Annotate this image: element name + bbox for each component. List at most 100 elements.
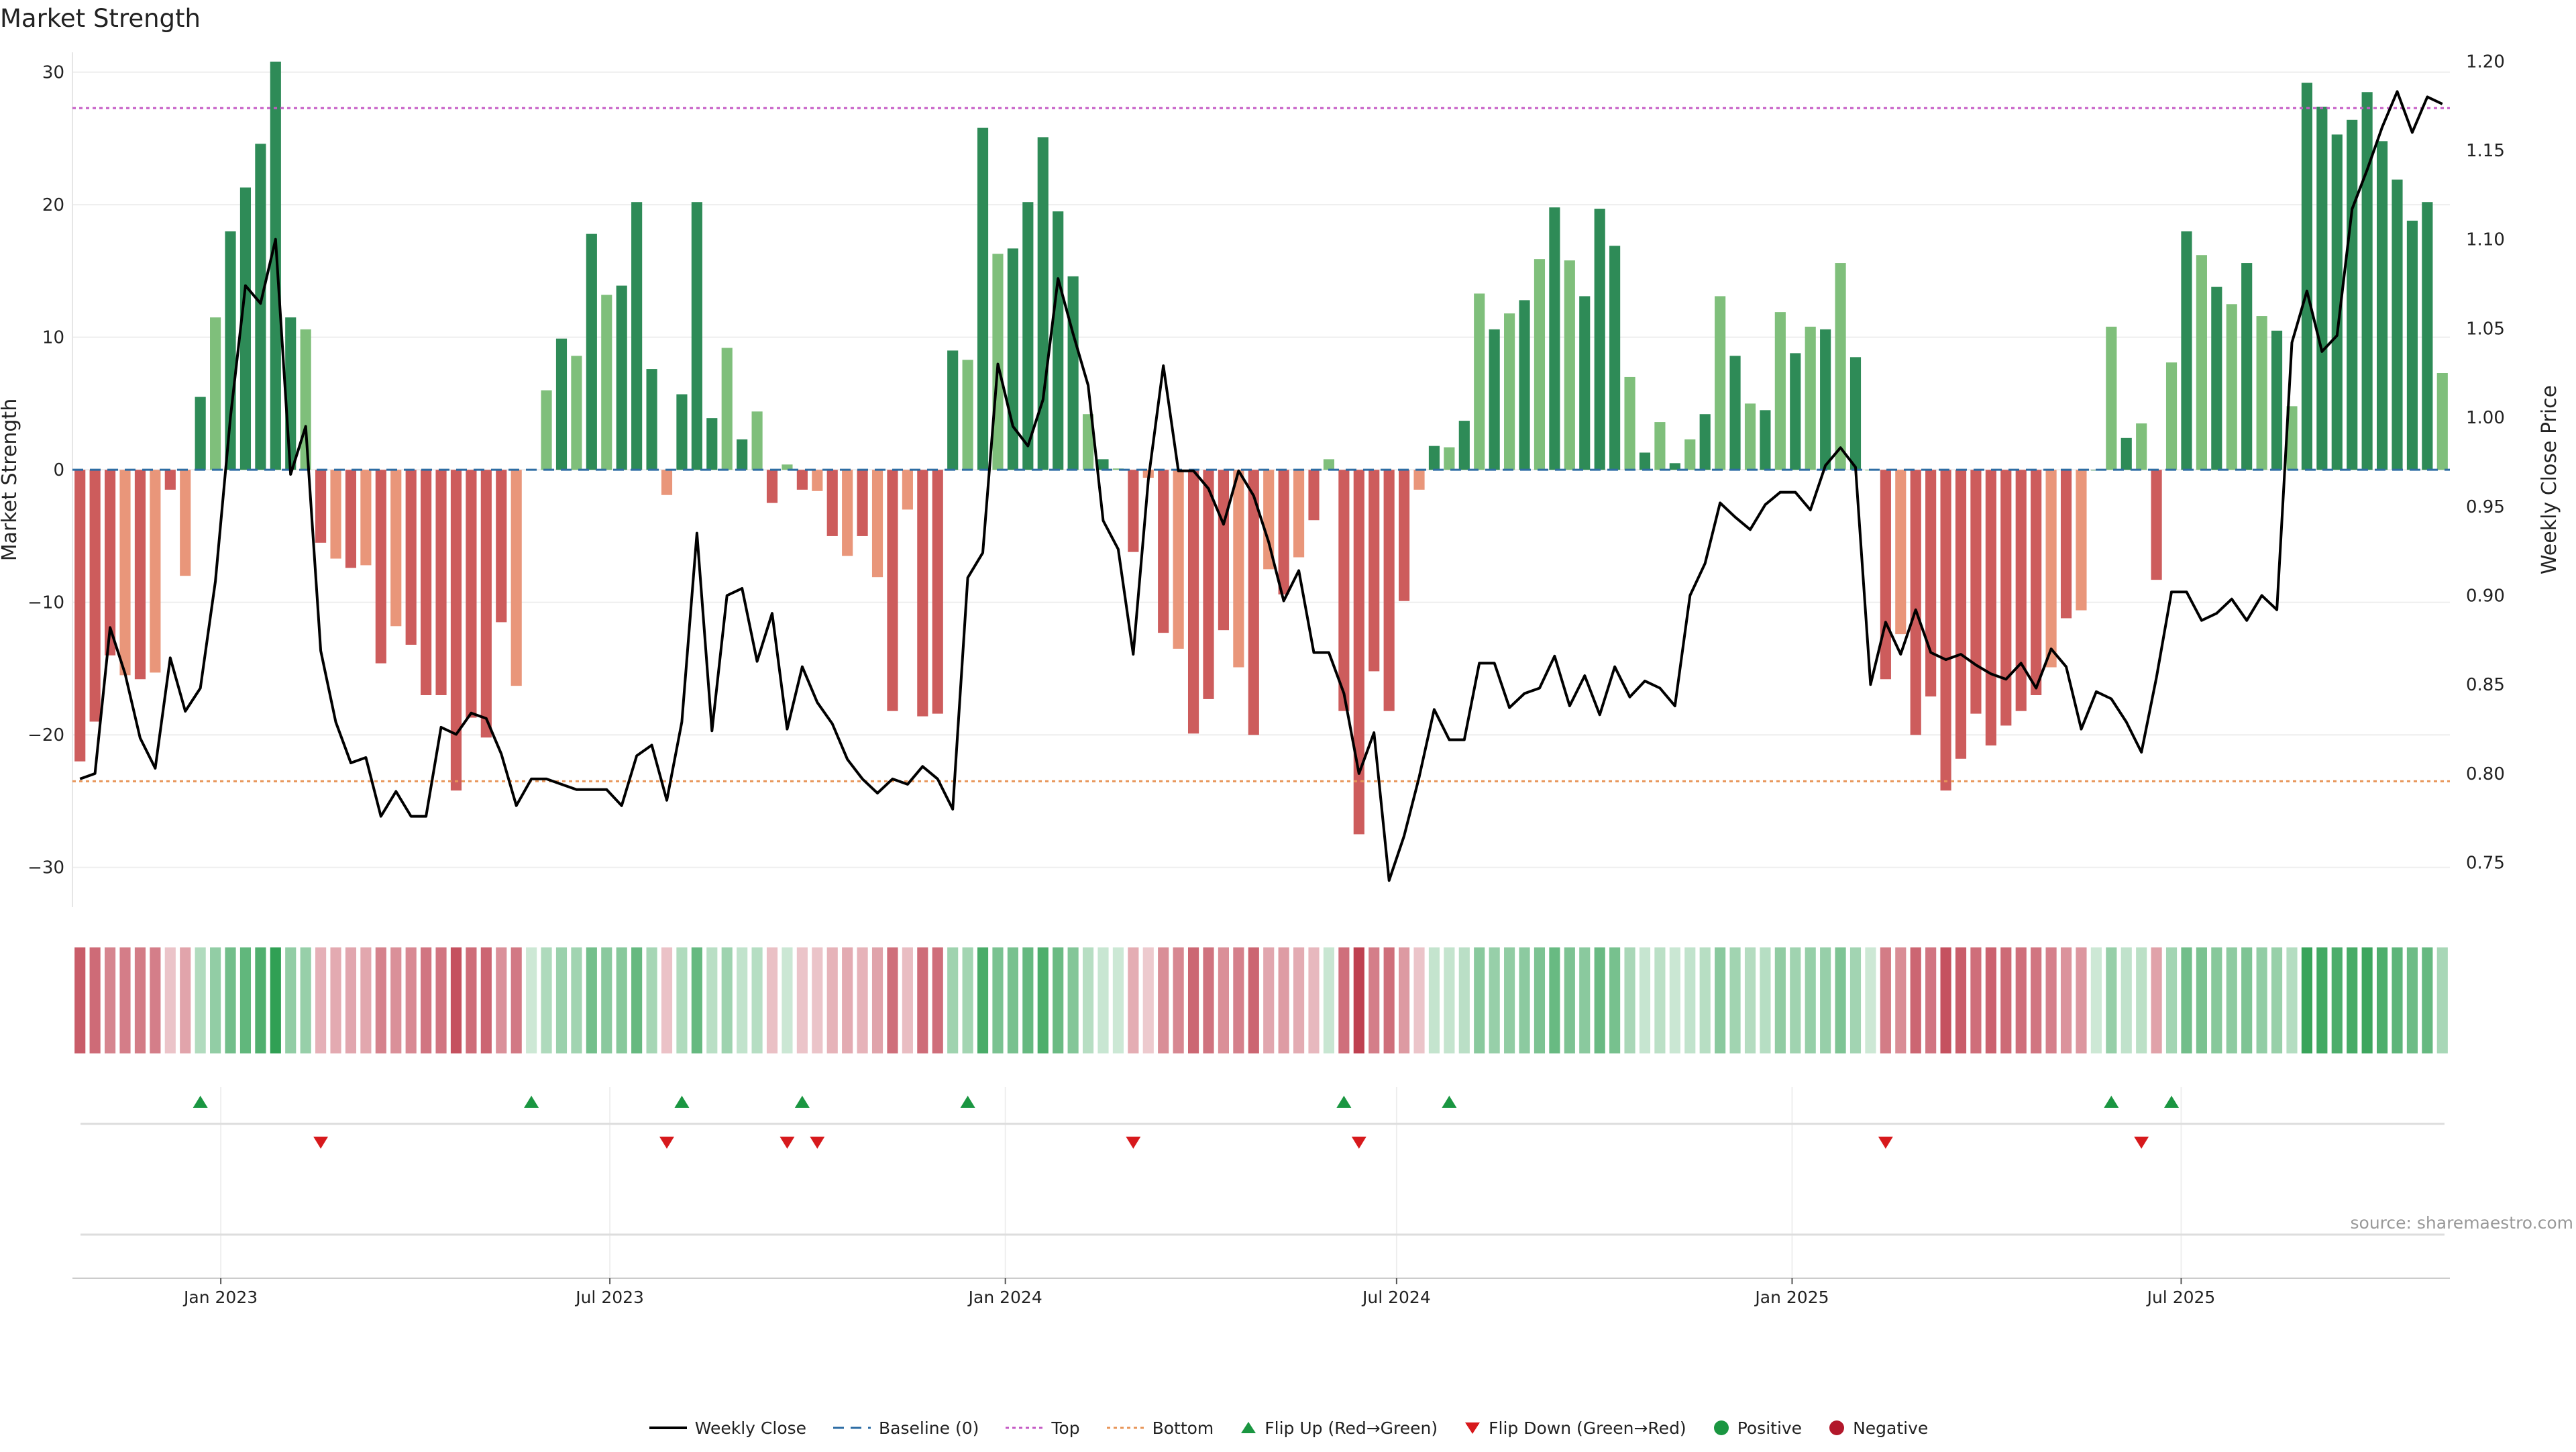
flip-up-marker: [1336, 1096, 1352, 1108]
legend-item: Flip Down (Green→Red): [1463, 1418, 1686, 1438]
strength-heat-cell: [2106, 947, 2117, 1053]
strength-bar: [1399, 470, 1410, 601]
strength-heat-cell: [1654, 947, 1666, 1053]
y-right-tick-label: 0.85: [2466, 675, 2505, 695]
strength-bar: [1067, 276, 1079, 470]
strength-bar: [2226, 304, 2237, 470]
strength-bar: [195, 397, 206, 470]
strength-bar: [691, 202, 702, 470]
strength-bar: [1624, 376, 1635, 470]
strength-bar: [721, 348, 733, 470]
strength-heat-cell: [2136, 947, 2147, 1053]
strength-bar: [1308, 470, 1320, 521]
strength-heat-cell: [1624, 947, 1635, 1053]
legend-swatch: [1241, 1422, 1256, 1433]
strength-heat-cell: [360, 947, 372, 1053]
strength-bar: [1053, 211, 1064, 470]
strength-heat-cell: [1760, 947, 1771, 1053]
strength-heat-cell: [1594, 947, 1605, 1053]
y-left-tick-label: 20: [42, 195, 64, 215]
strength-bar: [1820, 329, 1831, 470]
strength-bar: [345, 470, 357, 568]
strength-bar: [1263, 470, 1275, 570]
x-tick-label: Jul 2024: [1361, 1288, 1431, 1307]
strength-heat-cell: [405, 947, 417, 1053]
strength-heat-cell: [1007, 947, 1018, 1053]
y-right-tick-label: 1.05: [2466, 319, 2505, 339]
y-left-axis-title: Market Strength: [0, 399, 21, 561]
strength-bar: [1760, 410, 1771, 470]
strength-heat-cell: [1142, 947, 1154, 1053]
weekly-close-line: [79, 90, 2443, 882]
strength-bar: [1955, 470, 1967, 759]
strength-bar: [871, 470, 883, 578]
strength-bar: [1233, 470, 1244, 668]
strength-heat-cell: [1368, 947, 1380, 1053]
strength-bar: [1353, 470, 1364, 835]
strength-heat-cell: [1278, 947, 1289, 1053]
strength-heat-cell: [571, 947, 582, 1053]
legend-swatch: [1006, 1427, 1044, 1429]
y-left-tick-label: 10: [42, 328, 64, 348]
strength-bar: [977, 127, 989, 470]
strength-heat-cell: [1293, 947, 1305, 1053]
strength-heat-cell: [1233, 947, 1244, 1053]
strength-bar: [1489, 329, 1500, 470]
x-tick-label: Jan 2024: [967, 1288, 1042, 1307]
strength-heat-cell: [782, 947, 793, 1053]
strength-bar: [2060, 470, 2072, 619]
flip-down-marker: [2134, 1137, 2149, 1149]
strength-bar: [646, 369, 657, 470]
strength-bar: [796, 470, 808, 490]
strength-bar: [2301, 83, 2312, 470]
strength-bar: [2121, 437, 2132, 470]
strength-heat-cell: [1699, 947, 1711, 1053]
strength-heat-cell: [631, 947, 643, 1053]
strength-bar: [2436, 372, 2448, 470]
legend-swatch-mark: [1465, 1422, 1481, 1434]
strength-heat-cell: [812, 947, 823, 1053]
strength-bar: [571, 356, 582, 470]
strength-heat-cell: [164, 947, 176, 1053]
strength-heat-cell: [676, 947, 688, 1053]
strength-bar: [1609, 246, 1621, 470]
strength-heat-cell: [2422, 947, 2433, 1053]
strength-heat-cell: [1880, 947, 1891, 1053]
strength-bar: [1037, 137, 1049, 470]
strength-heat-cell: [1383, 947, 1395, 1053]
strength-bar: [1654, 422, 1666, 470]
strength-heat-cell: [1519, 947, 1530, 1053]
strength-heat-cell: [1805, 947, 1816, 1053]
strength-bar: [1519, 300, 1530, 470]
strength-bar: [992, 254, 1004, 470]
strength-bar: [1112, 468, 1124, 470]
strength-heat-cell: [1835, 947, 1846, 1053]
legend-swatch: [1106, 1427, 1144, 1429]
strength-bar: [1715, 296, 1726, 470]
strength-bar: [2211, 287, 2222, 470]
strength-heat-cell: [150, 947, 161, 1053]
source-credit: source: sharemaestro.com: [2350, 1213, 2574, 1233]
strength-heat-cell: [1458, 947, 1470, 1053]
strength-heat-cell: [2151, 947, 2162, 1053]
strength-heat-cell: [2436, 947, 2448, 1053]
strength-heat-cell: [2015, 947, 2027, 1053]
strength-heat-cell: [2090, 947, 2102, 1053]
strength-heat-cell: [315, 947, 327, 1053]
strength-bar: [1444, 447, 1455, 470]
strength-bar: [330, 470, 341, 559]
strength-heat-cell: [932, 947, 943, 1053]
legend-label: Baseline (0): [879, 1418, 979, 1438]
strength-heat-cell: [285, 947, 297, 1053]
strength-bar: [917, 470, 928, 717]
strength-heat-cell: [2406, 947, 2418, 1053]
strength-heat-cell: [1413, 947, 1425, 1053]
strength-heat-cell: [1895, 947, 1907, 1053]
strength-bar: [661, 470, 673, 495]
strength-heat-cell: [300, 947, 311, 1053]
flip-down-marker: [810, 1137, 825, 1149]
strength-heat-cell: [646, 947, 657, 1053]
strength-heat-cell: [1534, 947, 1546, 1053]
strength-bar: [2136, 423, 2147, 470]
strength-bar: [766, 470, 778, 503]
